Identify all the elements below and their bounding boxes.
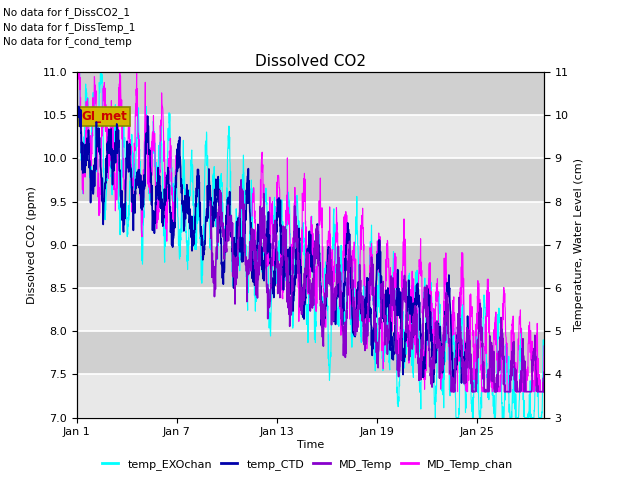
Title: Dissolved CO2: Dissolved CO2	[255, 54, 366, 70]
Bar	[77, 158, 544, 202]
X-axis label: Time: Time	[297, 440, 324, 450]
Text: No data for f_DissTemp_1: No data for f_DissTemp_1	[3, 22, 136, 33]
Text: GI_met: GI_met	[81, 110, 127, 123]
Bar	[77, 331, 544, 374]
Bar	[77, 245, 544, 288]
Legend: temp_EXOchan, temp_CTD, MD_Temp, MD_Temp_chan: temp_EXOchan, temp_CTD, MD_Temp, MD_Temp…	[97, 455, 517, 474]
Text: No data for f_DissCO2_1: No data for f_DissCO2_1	[3, 7, 130, 18]
Text: No data for f_cond_temp: No data for f_cond_temp	[3, 36, 132, 47]
Bar	[77, 72, 544, 115]
Y-axis label: Temperature, Water Level (cm): Temperature, Water Level (cm)	[574, 158, 584, 331]
Y-axis label: Dissolved CO2 (ppm): Dissolved CO2 (ppm)	[27, 186, 37, 304]
